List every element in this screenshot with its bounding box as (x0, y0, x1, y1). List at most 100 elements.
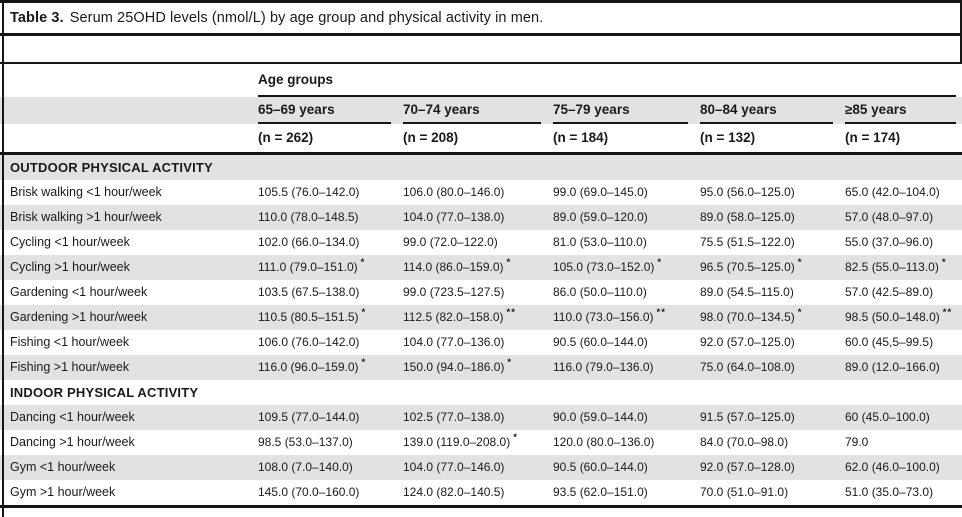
significance-marker: ** (942, 306, 953, 318)
median-iqr-value: 57.0 (48.0–97.0) (845, 210, 934, 224)
median-iqr-value: 57.0 (42.5–89.0) (845, 285, 934, 299)
median-iqr-value: 116.0 (96.0–159.0) (258, 360, 359, 374)
column-header: 70–74 years (403, 97, 541, 124)
value-cell: 150.0 (94.0–186.0) * (403, 355, 553, 380)
section-header-row: OUTDOOR PHYSICAL ACTIVITY (0, 154, 962, 180)
table-row: Gym >1 hour/week 145.0 (70.0–160.0) 124.0 … (0, 480, 962, 505)
value-cell: 89.0 (12.0–166.0) (845, 355, 956, 380)
caption-rule (0, 33, 962, 36)
significance-marker: ** (656, 306, 666, 318)
median-iqr-value: 89.0 (59.0–120.0) (553, 210, 648, 224)
value-cell: 81.0 (53.0–110.0) (553, 230, 700, 255)
value-cell: 65.0 (42.0–104.0) (845, 180, 956, 205)
caption-gap (0, 36, 962, 62)
activity-label: Gardening <1 hour/week (10, 285, 148, 299)
median-iqr-value: 106.0 (80.0–146.0) (403, 185, 505, 199)
significance-marker: * (797, 256, 803, 268)
value-cell: 104.0 (77.0–138.0) (403, 205, 553, 230)
median-iqr-value: 105.5 (76.0–142.0) (258, 185, 360, 199)
value-cell: 95.0 (56.0–125.0) (700, 180, 845, 205)
median-iqr-value: 89.0 (12.0–166.0) (845, 360, 940, 374)
value-cell: 98.5 (50.0–148.0) ** (845, 305, 956, 330)
median-iqr-value: 110.0 (78.0–148.5) (258, 210, 359, 224)
value-cell: 93.5 (62.0–151.0) (553, 480, 700, 505)
median-iqr-value: 98.5 (53.0–137.0) (258, 435, 353, 449)
value-cell: 96.5 (70.5–125.0) * (700, 255, 845, 280)
value-cell: 62.0 (46.0–100.0) (845, 455, 956, 480)
significance-marker: * (941, 256, 947, 268)
activity-label: Fishing <1 hour/week (10, 335, 130, 349)
right-page-border (960, 0, 962, 64)
median-iqr-value: 70.0 (51.0–91.0) (700, 485, 789, 499)
value-cell: 57.0 (42.5–89.0) (845, 280, 956, 305)
table-row: Brisk walking <1 hour/week 105.5 (76.0–14… (0, 180, 962, 205)
value-cell: 120.0 (80.0–136.0) (553, 430, 700, 455)
value-cell: 105.5 (76.0–142.0) (258, 180, 403, 205)
column-header: 65–69 years (258, 97, 391, 124)
median-iqr-value: 112.5 (82.0–158.0) (403, 310, 504, 324)
section-header-row: INDOOR PHYSICAL ACTIVITY (10, 384, 199, 400)
value-cell: 90.5 (60.0–144.0) (553, 455, 700, 480)
activity-label: Cycling >1 hour/week (10, 260, 130, 274)
value-cell: 98.5 (53.0–137.0) (258, 430, 403, 455)
median-iqr-value: 110.0 (73.0–156.0) (553, 310, 654, 324)
column-header: 80–84 years (700, 97, 833, 124)
value-cell: 90.0 (59.0–144.0) (553, 405, 700, 430)
activity-label: Brisk walking >1 hour/week (10, 210, 162, 224)
value-cell: 98.0 (70.0–134.5) * (700, 305, 845, 330)
median-iqr-value: 104.0 (77.0–138.0) (403, 210, 505, 224)
median-iqr-value: 102.5 (77.0–138.0) (403, 410, 505, 424)
table-row: Cycling >1 hour/week 111.0 (79.0–151.0) * 1… (0, 254, 962, 280)
median-iqr-value: 114.0 (86.0–159.0) (403, 260, 504, 274)
value-cell: 139.0 (119.0–208.0) * (403, 430, 553, 455)
top-rule (0, 0, 962, 3)
value-cell: 90.5 (60.0–144.0) (553, 330, 700, 355)
table-row: Gardening >1 hour/week 110.5 (80.5–151.5)… (0, 304, 962, 330)
value-cell: 75.0 (64.0–108.0) (700, 355, 845, 380)
activity-label: Gardening >1 hour/week (10, 310, 148, 324)
value-cell: 110.5 (80.5–151.5) * (258, 305, 403, 330)
value-cell: 145.0 (70.0–160.0) (258, 480, 403, 505)
value-cell: 60.0 (45,5–99.5) (845, 330, 956, 355)
significance-marker: * (513, 431, 518, 443)
median-iqr-value: 102.0 (66.0–134.0) (258, 235, 360, 249)
significance-marker: * (361, 306, 367, 318)
significance-marker: * (507, 356, 513, 368)
median-iqr-value: 109.5 (77.0–144.0) (258, 410, 360, 424)
sample-size: (n = 132) (700, 130, 756, 145)
median-iqr-value: 75.0 (64.0–108.0) (700, 360, 795, 374)
value-cell: 102.5 (77.0–138.0) (403, 405, 553, 430)
sample-size: (n = 174) (845, 130, 901, 145)
significance-marker: * (797, 306, 803, 318)
median-iqr-value: 124.0 (82.0–140.5) (403, 485, 505, 499)
median-iqr-value: 92.0 (57.0–128.0) (700, 460, 795, 474)
value-cell: 103.5 (67.5–138.0) (258, 280, 403, 305)
value-cell: 110.0 (73.0–156.0) ** (553, 305, 700, 330)
median-iqr-value: 51.0 (35.0–73.0) (845, 485, 934, 499)
empty-label-cell (10, 64, 258, 97)
median-iqr-value: 99.0 (72.0–122.0) (403, 235, 498, 249)
value-cell: 111.0 (79.0–151.0) * (258, 255, 403, 280)
sample-size: (n = 184) (553, 130, 609, 145)
value-cell: 79.0 (845, 430, 956, 455)
median-iqr-value: 89.0 (54.5–115.0) (700, 285, 794, 299)
median-iqr-value: 75.5 (51.5–122.0) (700, 235, 795, 249)
value-cell: 70.0 (51.0–91.0) (700, 480, 845, 505)
value-cell: 99.0 (723.5–127.5) (403, 280, 553, 305)
median-iqr-value: 90.5 (60.0–144.0) (553, 335, 648, 349)
median-iqr-value: 84.0 (70.0–98.0) (700, 435, 789, 449)
significance-marker: * (360, 256, 366, 268)
table-row: Cycling <1 hour/week 102.0 (66.0–134.0) 99… (0, 230, 962, 255)
median-iqr-value: 105.0 (73.0–152.0) (553, 260, 655, 274)
median-iqr-value: 99.0 (69.0–145.0) (553, 185, 648, 199)
value-cell: 89.0 (58.0–125.0) (700, 205, 845, 230)
median-iqr-value: 86.0 (50.0–110.0) (553, 285, 647, 299)
value-cell: 99.0 (72.0–122.0) (403, 230, 553, 255)
significance-marker: * (506, 256, 512, 268)
value-cell: 109.5 (77.0–144.0) (258, 405, 403, 430)
year-header-row: 65–69 years 70–74 years 75–79 years 80–8… (0, 96, 962, 124)
value-cell: 104.0 (77.0–146.0) (403, 455, 553, 480)
value-cell: 82.5 (55.0–113.0) * (845, 255, 956, 280)
value-cell: 91.5 (57.0–125.0) (700, 405, 845, 430)
table-caption: Table 3. Serum 25OHD levels (nmol/L) by … (0, 3, 962, 33)
